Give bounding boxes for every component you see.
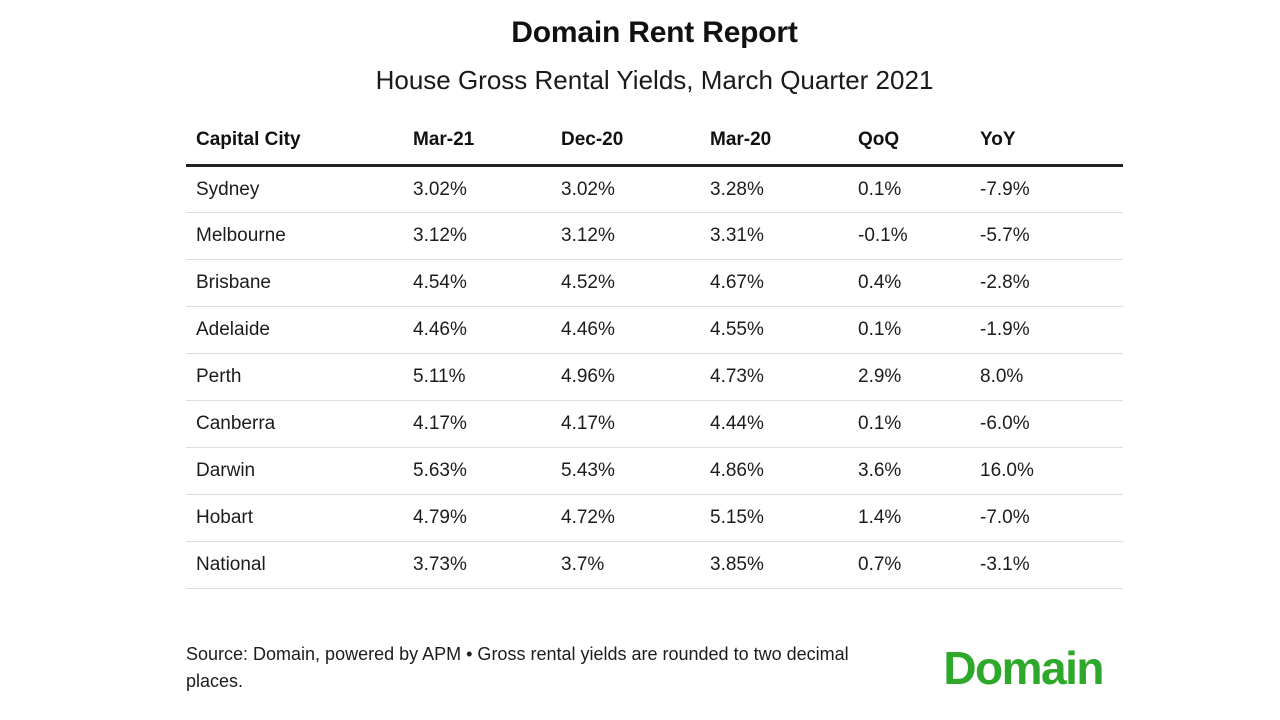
value-cell: 0.1% (858, 165, 980, 213)
value-cell: 5.11% (413, 353, 561, 401)
table-row: Adelaide 4.46% 4.46% 4.55% 0.1% -1.9% (186, 306, 1123, 354)
header-cell: Capital City (186, 121, 413, 167)
header-cell: Dec-20 (561, 121, 710, 167)
header-cell: Mar-21 (413, 121, 561, 167)
value-cell: 4.72% (561, 494, 710, 542)
value-cell: -3.1% (980, 541, 1123, 589)
value-cell: 4.17% (561, 400, 710, 448)
value-cell: 0.4% (858, 259, 980, 307)
value-cell: 0.7% (858, 541, 980, 589)
table-row: Canberra 4.17% 4.17% 4.44% 0.1% -6.0% (186, 400, 1123, 448)
source-note: Source: Domain, powered by APM • Gross r… (186, 644, 849, 691)
city-cell: Adelaide (186, 306, 413, 354)
city-cell: Sydney (186, 165, 413, 213)
value-cell: 4.52% (561, 259, 710, 307)
city-cell: Hobart (186, 494, 413, 542)
value-cell: 16.0% (980, 447, 1123, 495)
value-cell: 4.73% (710, 353, 858, 401)
table-row: Perth 5.11% 4.96% 4.73% 2.9% 8.0% (186, 353, 1123, 401)
table-header-row: Capital City Mar-21 Dec-20 Mar-20 QoQ YoY (186, 121, 1123, 167)
value-cell: 3.85% (710, 541, 858, 589)
value-cell: 4.46% (561, 306, 710, 354)
rent-report: Domain Rent Report House Gross Rental Yi… (186, 0, 1123, 695)
value-cell: -6.0% (980, 400, 1123, 448)
value-cell: 3.73% (413, 541, 561, 589)
domain-logo: Domain (943, 642, 1104, 694)
page-subtitle: House Gross Rental Yields, March Quarter… (375, 65, 934, 95)
value-cell: 5.43% (561, 447, 710, 495)
value-cell: 3.28% (710, 165, 858, 213)
value-cell: 4.46% (413, 306, 561, 354)
value-cell: 8.0% (980, 353, 1123, 401)
value-cell: 5.63% (413, 447, 561, 495)
value-cell: 3.02% (413, 165, 561, 213)
value-cell: 5.15% (710, 494, 858, 542)
header-cell: QoQ (858, 121, 980, 167)
value-cell: -7.0% (980, 494, 1123, 542)
value-cell: 4.86% (710, 447, 858, 495)
value-cell: -1.9% (980, 306, 1123, 354)
value-cell: 4.55% (710, 306, 858, 354)
value-cell: 1.4% (858, 494, 980, 542)
value-cell: -7.9% (980, 165, 1123, 213)
value-cell: 3.12% (561, 212, 710, 260)
value-cell: 4.44% (710, 400, 858, 448)
header-cell: YoY (980, 121, 1123, 167)
value-cell: 3.7% (561, 541, 710, 589)
value-cell: 4.96% (561, 353, 710, 401)
value-cell: -0.1% (858, 212, 980, 260)
rental-yields-table: Capital City Mar-21 Dec-20 Mar-20 QoQ YoY Syd… (186, 121, 1123, 589)
city-cell: Brisbane (186, 259, 413, 307)
value-cell: 3.02% (561, 165, 710, 213)
table-body: Sydney 3.02% 3.02% 3.28% 0.1% -7.9% Melbourne 3… (186, 165, 1123, 589)
city-cell: National (186, 541, 413, 589)
value-cell: 4.54% (413, 259, 561, 307)
value-cell: 0.1% (858, 306, 980, 354)
table-row: Melbourne 3.12% 3.12% 3.31% -0.1% -5.7% (186, 212, 1123, 260)
table-row: Sydney 3.02% 3.02% 3.28% 0.1% -7.9% (186, 165, 1123, 213)
value-cell: 0.1% (858, 400, 980, 448)
value-cell: -5.7% (980, 212, 1123, 260)
value-cell: 4.79% (413, 494, 561, 542)
table-row: Hobart 4.79% 4.72% 5.15% 1.4% -7.0% (186, 494, 1123, 542)
table-row: Darwin 5.63% 5.43% 4.86% 3.6% 16.0% (186, 447, 1123, 495)
value-cell: -2.8% (980, 259, 1123, 307)
value-cell: 3.31% (710, 212, 858, 260)
page-title: Domain Rent Report (511, 16, 798, 49)
table-row: Brisbane 4.54% 4.52% 4.67% 0.4% -2.8% (186, 259, 1123, 307)
header-cell: Mar-20 (710, 121, 858, 167)
value-cell: 4.67% (710, 259, 858, 307)
table-row: National 3.73% 3.7% 3.85% 0.7% -3.1% (186, 541, 1123, 589)
report-footer: Source: Domain, powered by APM • Gross r… (186, 641, 1123, 695)
city-cell: Canberra (186, 400, 413, 448)
city-cell: Melbourne (186, 212, 413, 260)
city-cell: Darwin (186, 447, 413, 495)
value-cell: 3.6% (858, 447, 980, 495)
value-cell: 4.17% (413, 400, 561, 448)
value-cell: 3.12% (413, 212, 561, 260)
value-cell: 2.9% (858, 353, 980, 401)
city-cell: Perth (186, 353, 413, 401)
